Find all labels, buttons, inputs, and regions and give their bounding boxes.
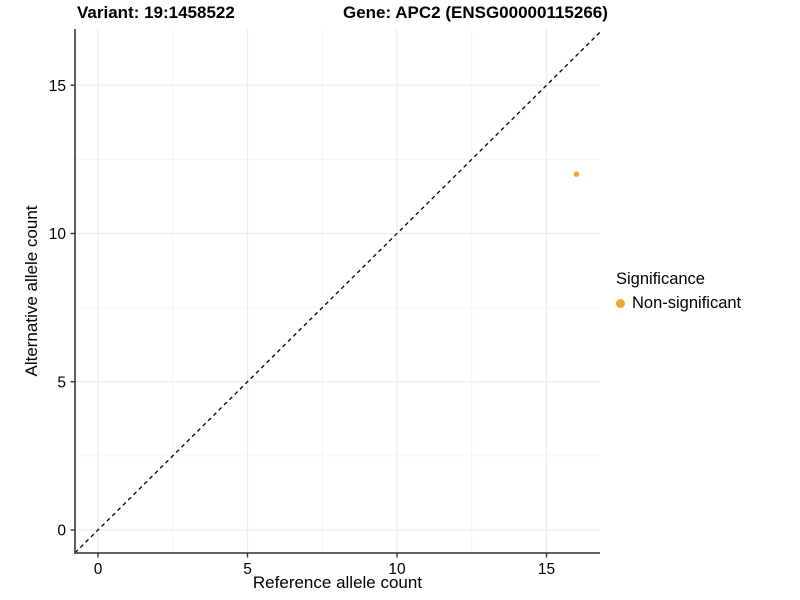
identity-line bbox=[74, 29, 603, 554]
y-tick-label: 10 bbox=[49, 226, 67, 243]
legend-item-label: Non-significant bbox=[632, 294, 742, 312]
y-tick-label: 0 bbox=[57, 523, 66, 540]
legend-point-icon bbox=[616, 299, 625, 308]
y-tick-label: 15 bbox=[49, 78, 66, 95]
plot-title-gene: Gene: APC2 (ENSG00000115266) bbox=[343, 3, 608, 22]
x-tick-label: 0 bbox=[94, 561, 103, 578]
x-tick-label: 15 bbox=[538, 561, 555, 578]
x-tick-label: 5 bbox=[243, 561, 252, 578]
x-axis-title: Reference allele count bbox=[252, 573, 423, 592]
y-tick-label: 5 bbox=[57, 374, 66, 391]
legend-item-non-significant: Non-significant bbox=[616, 294, 741, 313]
x-tick-label: 10 bbox=[388, 561, 406, 578]
y-axis-title: Alternative allele count bbox=[22, 205, 41, 377]
legend: Significance Non-significant bbox=[616, 270, 741, 313]
data-point bbox=[573, 171, 580, 177]
legend-title: Significance bbox=[616, 270, 705, 288]
plot-title-variant: Variant: 19:1458522 bbox=[77, 3, 235, 22]
